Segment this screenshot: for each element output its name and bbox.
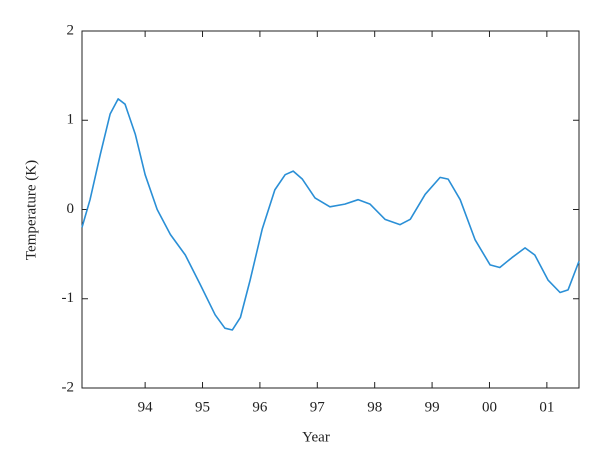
y-axis-label: Temperature (K) <box>23 160 39 260</box>
x-tick-label: 96 <box>252 399 268 415</box>
x-axis-label: Year <box>302 429 330 445</box>
x-tick-label: 00 <box>482 399 497 415</box>
x-tick-label: 97 <box>310 399 326 415</box>
x-tick-label: 01 <box>539 399 554 415</box>
y-tick-label: -2 <box>62 379 75 395</box>
y-tick-label: 1 <box>67 112 75 128</box>
x-tick-label: 98 <box>367 399 382 415</box>
y-tick-label: 2 <box>67 22 75 38</box>
x-tick-label: 94 <box>138 399 154 415</box>
y-tick-label: -1 <box>62 290 75 306</box>
y-tick-label: 0 <box>67 201 75 217</box>
data-line <box>81 98 580 331</box>
x-tick-label: 95 <box>195 399 210 415</box>
x-tick-label: 99 <box>425 399 440 415</box>
